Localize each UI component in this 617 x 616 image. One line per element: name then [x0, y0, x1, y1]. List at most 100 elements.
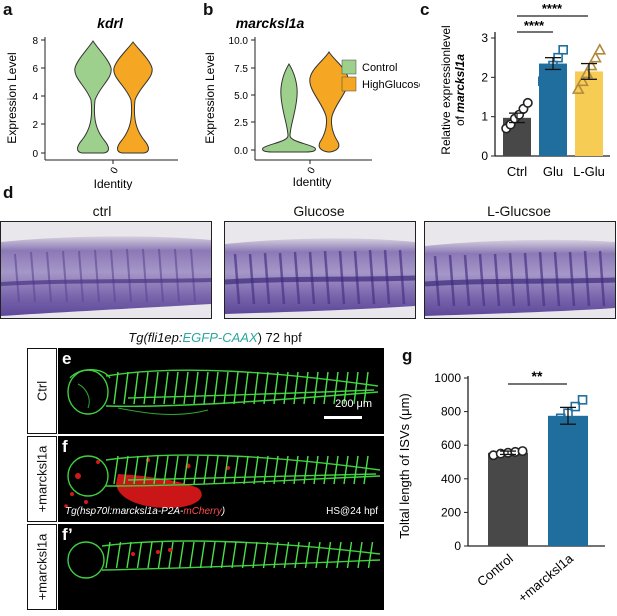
isv-vessel — [304, 541, 311, 569]
isv-vessel — [123, 455, 129, 485]
isv-vessel — [223, 371, 229, 405]
violin-a-xlabel: Identity — [94, 177, 133, 190]
isv-vessel — [233, 371, 239, 405]
side-label-box-marcksl1a-prime: +marcksl1a — [27, 524, 57, 610]
isv-vessel — [143, 455, 149, 485]
in-situ-image-glucose — [224, 221, 416, 319]
data-point — [517, 446, 528, 457]
in-situ-image-ctrl — [0, 221, 212, 319]
violin-a-ytick: 6 — [32, 64, 38, 75]
bar-glu — [539, 63, 567, 156]
legend-swatch-highglucose — [341, 76, 357, 92]
scale-bar — [324, 416, 362, 419]
violin-a-control — [74, 40, 112, 154]
data-point — [571, 82, 585, 94]
isv-vessel — [163, 371, 169, 405]
ytick-label: 200 — [441, 505, 461, 519]
side-label-box-ctrl: Ctrl — [27, 348, 57, 434]
violin-b-ytick: 7.5 — [234, 64, 248, 75]
violin-a-title: kdrl — [97, 15, 124, 31]
violin-a-xtick: 0 — [109, 165, 122, 176]
embryo-image-marcksl1a: Tg(hsp70l:marcksl1a-P2A-mCherry) HS@24 h… — [58, 436, 384, 522]
embryo-title: Tg(fli1ep:EGFP-CAAX) 72 hpf — [128, 330, 302, 345]
isv-vessel — [293, 371, 299, 405]
data-point — [522, 97, 533, 108]
embryo-image-marcksl1a-prime — [58, 524, 384, 610]
isv-vessel — [283, 455, 289, 485]
isv-vessel — [213, 371, 219, 405]
panel-label-b: b — [203, 0, 214, 19]
isv-vessel — [193, 455, 199, 485]
bar--marcksl1a — [548, 415, 588, 546]
chart-c-ylabel-line1: Relative expressionlevel — [439, 25, 453, 154]
panel-label-f: f — [62, 437, 68, 456]
isv-vessel — [113, 371, 119, 405]
isv-vessel — [143, 371, 149, 405]
embryo-image-ctrl: 200 μm — [58, 348, 384, 434]
isv-vessel — [283, 371, 289, 405]
legend-swatch-control — [341, 59, 357, 75]
isv-vessel — [243, 455, 249, 485]
ytick-label: 2 — [481, 70, 488, 84]
side-label-marcksl1a: +marcksl1a — [34, 445, 50, 513]
isv-vessel — [303, 455, 309, 485]
lane-title-ctrl: ctrl — [92, 203, 112, 219]
ytick-label: 0 — [481, 149, 488, 163]
isv-vessel — [153, 455, 159, 485]
isv-vessel — [333, 371, 339, 405]
isv-vessel — [241, 541, 248, 569]
isv-vessel — [313, 371, 319, 405]
violin-b-ytick: 5.0 — [234, 91, 248, 102]
panel-label-d: d — [3, 183, 14, 202]
isv-vessel — [178, 541, 185, 569]
in-situ-image-l-glucose — [424, 221, 616, 319]
xtick-label: L-Glu — [573, 164, 605, 179]
bar-chart-c: Relative expressionlevel of marcksl1a 0 1… — [439, 1, 610, 179]
isv-vessel — [183, 455, 189, 485]
panel-label-e: e — [62, 349, 72, 368]
chart-c-ylabel-line2: of marcksl1a — [453, 54, 467, 126]
isv-vessel — [262, 541, 269, 569]
isv-vessel — [115, 541, 122, 569]
data-point — [589, 51, 602, 63]
isv-vessel — [363, 371, 369, 405]
chart-c-sig-2: **** — [524, 18, 545, 33]
isv-vessel — [203, 455, 209, 485]
isv-vessel — [303, 371, 309, 405]
ytick-label: 400 — [441, 472, 461, 486]
side-label-box-marcksl1a: +marcksl1a — [27, 436, 57, 522]
violin-b-ytick: 0.0 — [234, 146, 248, 157]
violin-b-xlabel: Identity — [293, 175, 332, 189]
data-point — [555, 413, 566, 424]
isv-vessel — [126, 541, 132, 569]
isv-vessel — [363, 455, 369, 485]
isv-vessel — [273, 371, 279, 405]
lane-title-glucose: Glucose — [293, 203, 345, 219]
isv-vessel — [313, 455, 319, 485]
isv-vessel — [136, 541, 143, 569]
isv-vessel — [353, 371, 359, 405]
lane-title-l-glucose: L-Glucsoe — [487, 203, 551, 219]
isv-vessel — [253, 455, 259, 485]
isv-vessel — [133, 371, 139, 405]
isv-vessel — [283, 541, 290, 569]
isv-vessel — [163, 455, 169, 485]
isv-vessel — [168, 541, 174, 569]
xtick-label: +marcksl1a — [515, 550, 576, 605]
side-label-marcksl1a-prime: +marcksl1a — [34, 533, 50, 601]
bar-control — [488, 452, 528, 546]
violin-plot-marcksl1a: marcksl1a Expression Level 0.0 2.5 5.0 7… — [203, 15, 420, 189]
ytick-label: 600 — [441, 438, 461, 452]
isv-vessel — [113, 455, 119, 485]
isv-vessel — [233, 455, 239, 485]
heat-shock-label: HS@24 hpf — [326, 506, 378, 517]
side-label-ctrl: Ctrl — [34, 380, 50, 402]
isv-vessel — [199, 541, 206, 569]
isv-vessel — [203, 371, 209, 405]
ytick-label: 1 — [481, 110, 488, 124]
isv-vessel — [293, 455, 299, 485]
violin-b-xtick: 0 — [306, 165, 319, 176]
isv-vessel — [123, 371, 129, 405]
isv-vessel — [133, 455, 139, 485]
ytick-label: 0 — [454, 539, 461, 553]
